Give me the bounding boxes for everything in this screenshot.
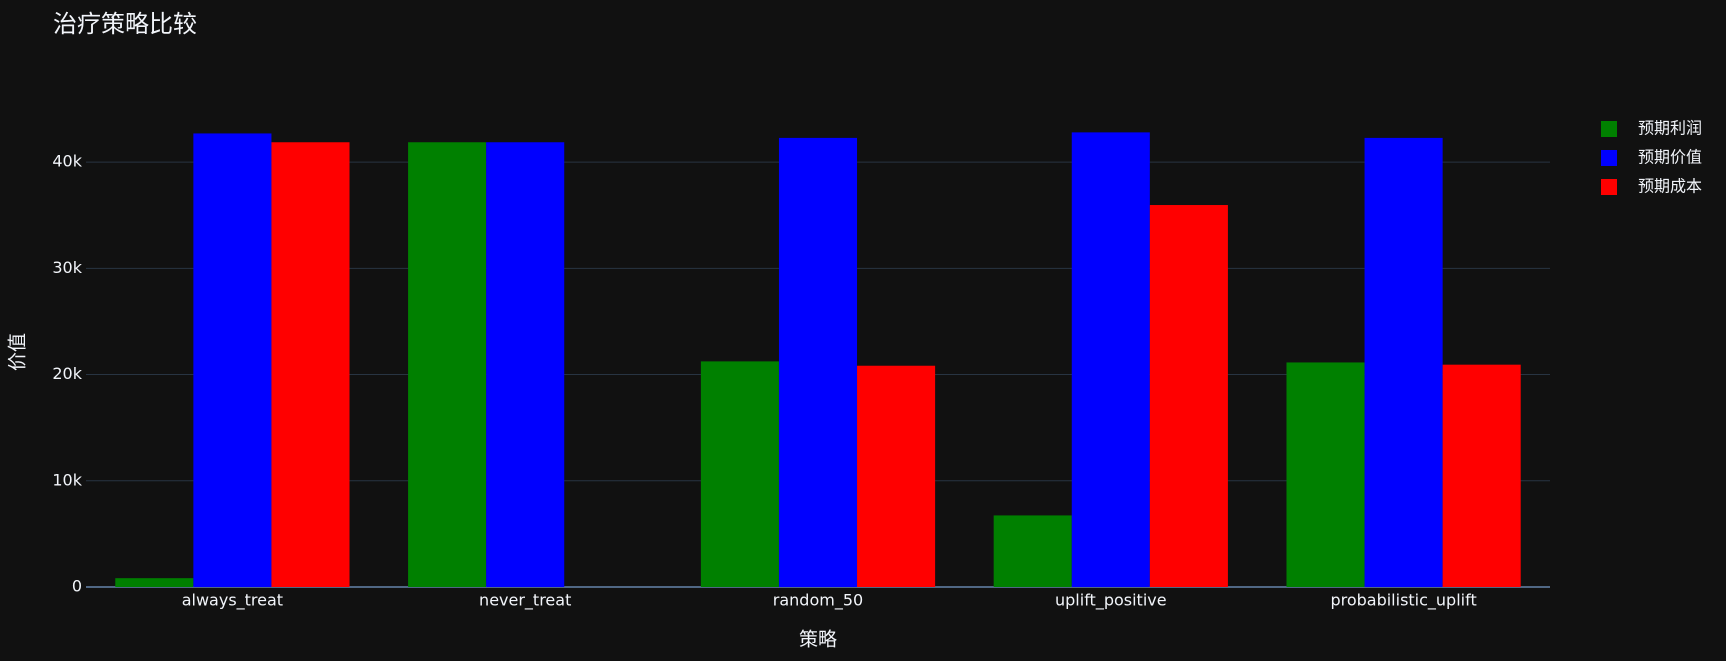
legend-label: 预期利润 — [1638, 119, 1702, 138]
bar — [1364, 137, 1443, 587]
chart-title: 治疗策略比较 — [53, 10, 197, 38]
legend-swatch — [1601, 179, 1617, 195]
legend-swatch — [1601, 150, 1617, 166]
legend-swatch — [1601, 121, 1617, 137]
y-tick-label: 10k — [52, 470, 82, 489]
bar — [193, 133, 272, 588]
bar — [1286, 362, 1365, 587]
y-tick-label: 30k — [52, 258, 82, 277]
bar — [408, 142, 487, 587]
bar — [857, 365, 936, 587]
bar — [1149, 205, 1228, 587]
bar — [1442, 364, 1521, 587]
x-tick-label: always_treat — [182, 591, 283, 611]
legend-label: 预期成本 — [1638, 177, 1702, 196]
bar — [700, 361, 779, 587]
y-axis-title: 价值 — [7, 333, 29, 371]
bar — [115, 578, 194, 587]
x-axis-title: 策略 — [799, 629, 837, 651]
bar — [271, 142, 350, 587]
legend-label: 预期价值 — [1638, 148, 1702, 167]
x-tick-label: uplift_positive — [1055, 591, 1167, 611]
x-tick-label: probabilistic_uplift — [1330, 591, 1476, 611]
y-tick-label: 40k — [52, 152, 82, 171]
x-tick-label: never_treat — [479, 591, 571, 611]
y-tick-label: 0 — [72, 577, 82, 596]
bar — [486, 142, 565, 587]
bar — [778, 137, 858, 587]
y-tick-label: 20k — [52, 364, 82, 383]
bar — [993, 515, 1072, 587]
x-tick-label: random_50 — [773, 591, 863, 611]
bar — [1071, 132, 1150, 587]
